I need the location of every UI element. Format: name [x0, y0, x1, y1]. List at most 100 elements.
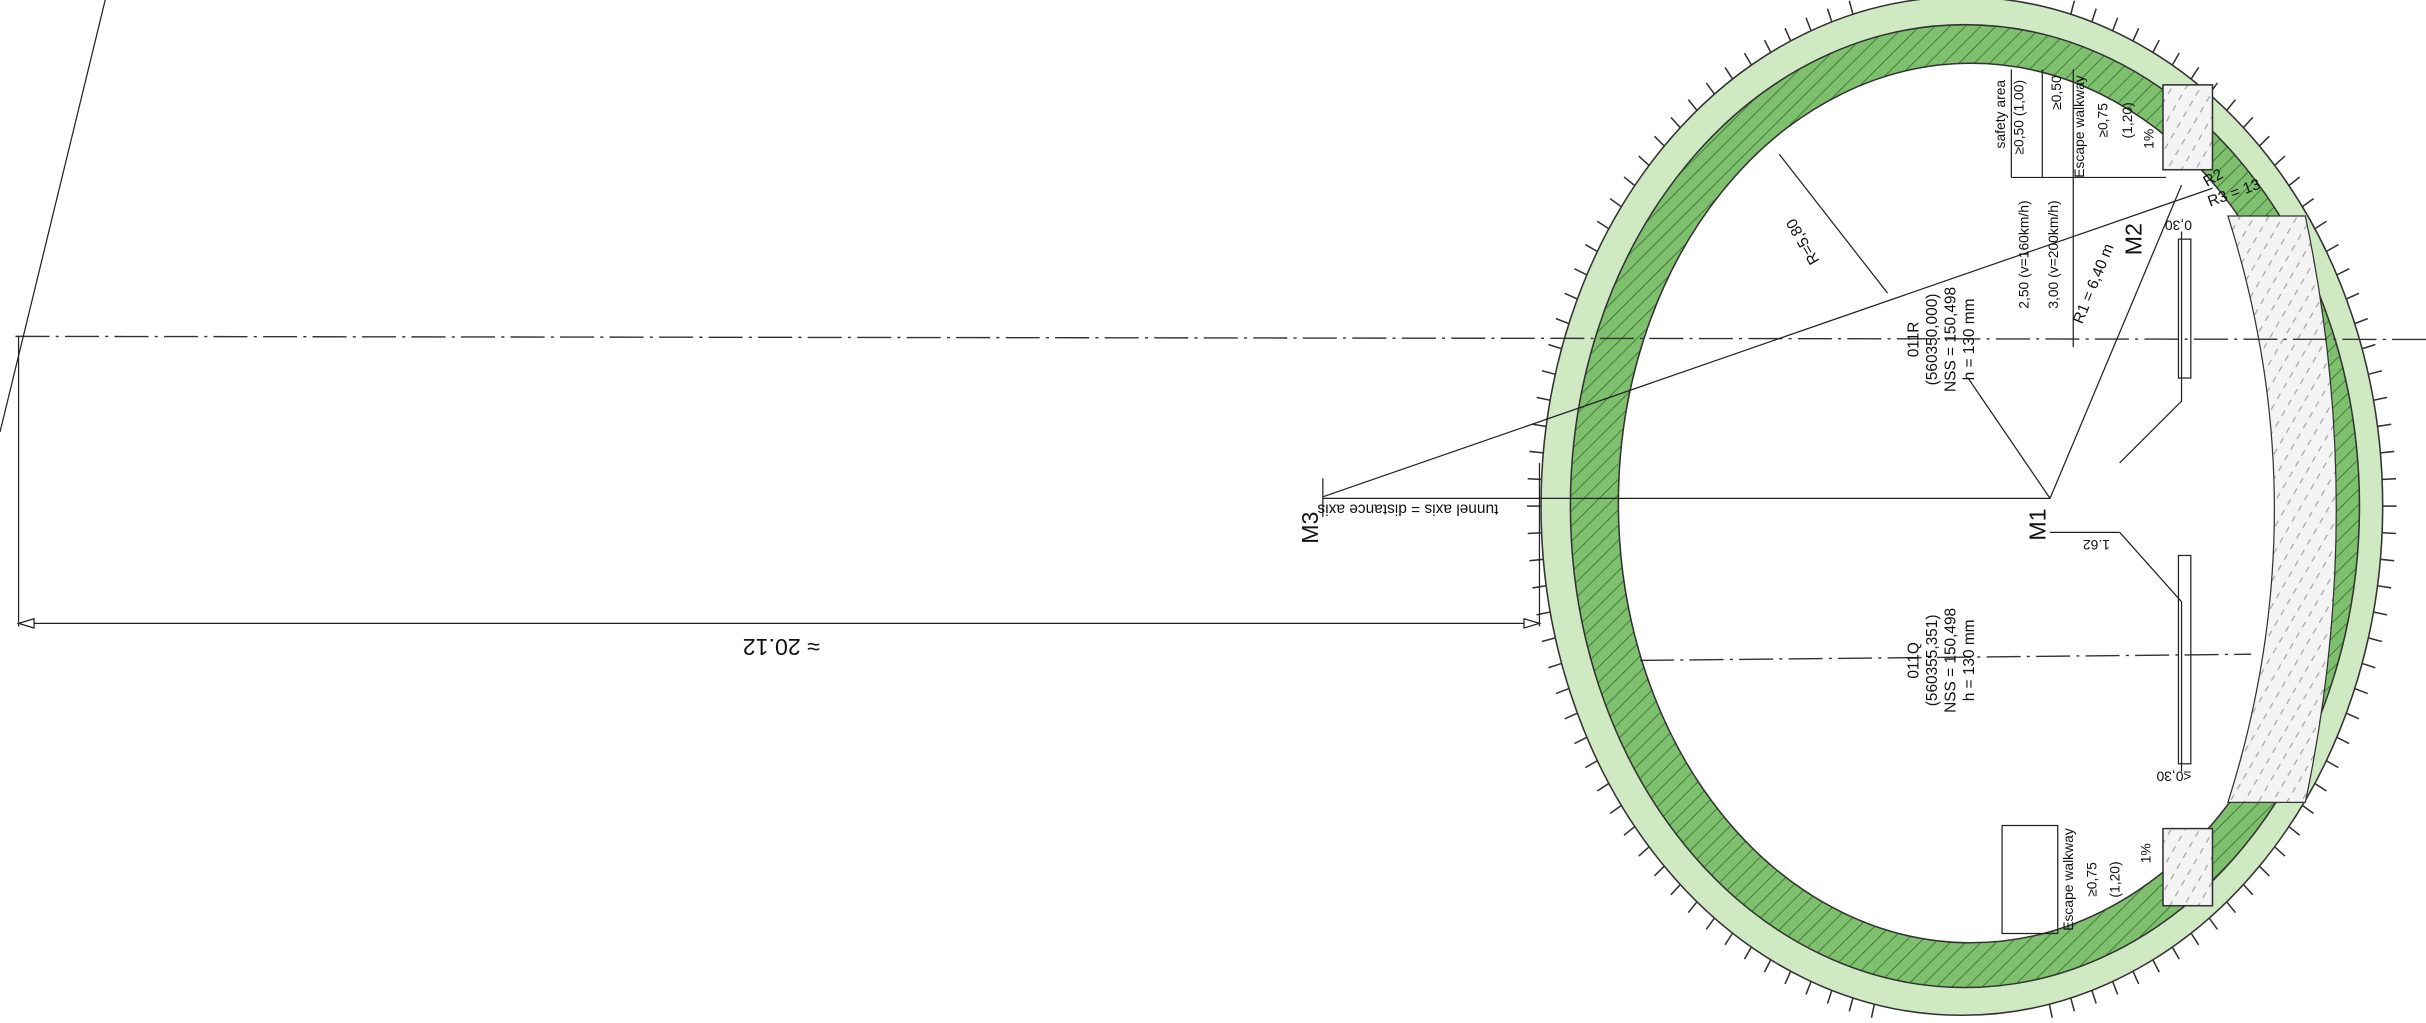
rock-tooth: [1826, 990, 1833, 1004]
rock-tooth: [1584, 760, 1598, 769]
rock-tooth: [2226, 99, 2237, 111]
rock-tooth: [2301, 804, 2315, 815]
rock-tooth: [2152, 959, 2160, 973]
rock-tooth: [2380, 558, 2395, 562]
track-h: h = 130 mm: [1961, 619, 1978, 701]
rock-tooth: [2274, 155, 2286, 166]
rock-tooth: [2070, 997, 2076, 1012]
rock-tooth: [1596, 220, 1610, 230]
track-h: h = 130 mm: [1961, 299, 1978, 381]
rock-tooth: [1555, 687, 1570, 695]
rock-tooth: [2373, 611, 2388, 616]
rock-tooth: [1687, 901, 1698, 914]
clearance-dim: 3,00 (v=200km/h): [2045, 200, 2061, 308]
rock-tooth: [2091, 8, 2097, 23]
sleeper: [2177, 554, 2192, 765]
sleeper: [2177, 238, 2192, 379]
rock-tooth: [1743, 52, 1753, 66]
track-nss: NSS = 150,498: [1943, 608, 1960, 713]
arrows: [16, 617, 1542, 629]
rock-tooth: [1724, 66, 1734, 80]
rock-tooth: [2361, 343, 2376, 350]
rock-tooth: [1805, 17, 1812, 32]
walkway-slope: 1%: [2138, 843, 2154, 863]
point-label: M1: [2024, 509, 2050, 541]
axis-label: tunnel axis = distance axis: [1317, 501, 1498, 518]
rock-tooth: [2361, 662, 2376, 669]
rock-tooth: [1536, 396, 1551, 401]
rock-tooth: [1623, 825, 1636, 836]
rock-tooth: [2190, 932, 2200, 946]
r-line: [1778, 153, 1889, 294]
rock-tooth: [2226, 901, 2237, 914]
rock-tooth: [1763, 39, 1772, 53]
axis-line: [1640, 653, 2252, 662]
rock-tooth: [1705, 917, 1716, 930]
track-name: 011R: [1906, 322, 1923, 358]
rock-tooth: [2314, 220, 2327, 230]
rock-tooth: [2242, 883, 2254, 896]
rock-tooth: [2325, 243, 2339, 253]
rock-tooth: [1574, 267, 1588, 276]
rock-tooth: [2070, 0, 2076, 15]
rock-tooth: [1763, 959, 1772, 973]
rock-tooth: [1532, 423, 1547, 428]
rock-tooth: [2354, 687, 2369, 695]
rock-tooth: [2258, 865, 2270, 877]
rock-tooth: [2336, 736, 2350, 745]
rock-tooth: [2377, 423, 2392, 428]
rock-tooth: [1574, 736, 1588, 745]
rock-tooth: [1784, 27, 1792, 42]
rock-tooth: [2288, 176, 2301, 187]
m3-radius: [1322, 187, 2213, 498]
track-name: 011Q: [1906, 642, 1923, 679]
rock-tooth: [2274, 846, 2286, 857]
walkway-alt: (1,20): [2107, 861, 2123, 897]
rock-tooth: [1784, 970, 1792, 985]
rock-tooth: [2132, 970, 2140, 985]
r1-line: [2049, 184, 2183, 499]
rock-tooth: [2345, 292, 2360, 300]
rock-tooth: [2208, 917, 2219, 930]
gap-dim: ≤0,30: [2156, 768, 2191, 784]
rock-tooth: [2301, 198, 2315, 208]
rock-tooth: [2132, 27, 2140, 42]
walkway-min: ≥0,75: [2083, 862, 2099, 897]
rock-tooth: [1555, 317, 1570, 325]
rock-tooth: [2368, 369, 2382, 376]
rock-tooth: [2314, 782, 2327, 792]
rock-tooth: [1826, 8, 1833, 23]
rock-tooth: [1548, 662, 1562, 669]
rock-tooth: [2048, 1003, 2053, 1018]
gap-dim: 0,30: [2165, 218, 2192, 234]
rock-tooth: [2111, 17, 2119, 32]
point-label: M3: [1297, 512, 1323, 544]
rock-tooth: [1724, 932, 1734, 946]
rock-teeth: [1527, 0, 2397, 1018]
walkway-label: Escape walkway: [2060, 828, 2076, 931]
rock-tooth: [2336, 267, 2350, 276]
rock-tooth: [2345, 712, 2360, 720]
rock-tooth: [1536, 611, 1551, 616]
rock-tooth: [2171, 946, 2180, 960]
rock-tooth: [2171, 52, 2180, 66]
rock-tooth: [1805, 981, 1812, 995]
walkway-label: Escape walkway: [2071, 75, 2087, 178]
rock-tooth: [1638, 155, 1650, 166]
dim-label: 1.62: [2083, 537, 2110, 553]
rock-tooth: [1529, 558, 1544, 562]
rail-track: [2119, 231, 2183, 772]
walkway-slope: 1%: [2141, 129, 2157, 149]
rock-tooth: [2152, 39, 2160, 53]
rock-tooth: [2288, 825, 2301, 836]
rock-tooth: [1541, 369, 1556, 376]
rock-tooth: [1609, 804, 1622, 815]
rock-tooth: [1705, 82, 1716, 95]
point-label: M2: [2120, 223, 2146, 255]
rock-tooth: [2368, 637, 2382, 643]
rock-tooth: [1848, 997, 1854, 1012]
r1-line: [1967, 377, 2051, 499]
walkway-min: ≥0,75: [2094, 103, 2110, 138]
